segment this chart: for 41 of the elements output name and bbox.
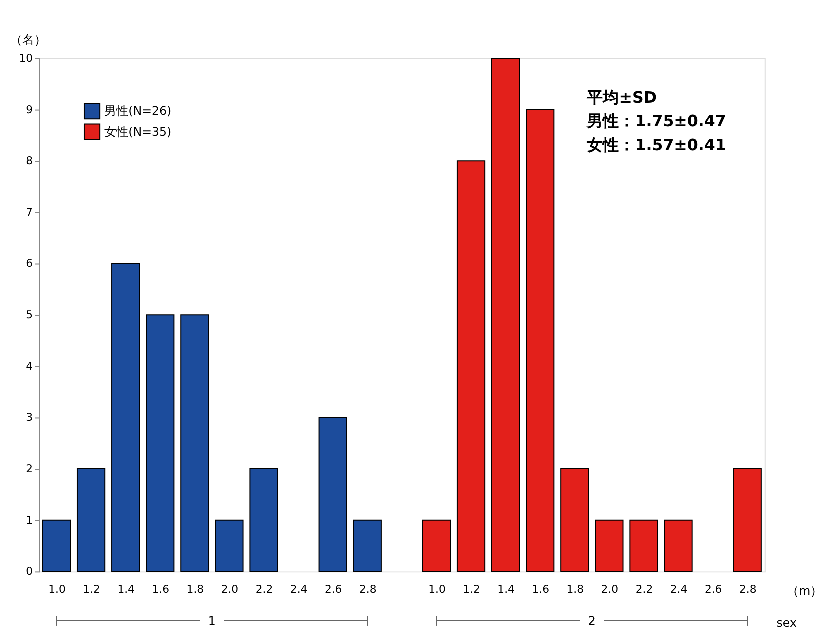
x-tick-label: 1.8	[566, 582, 584, 596]
x-tick-label: 2.8	[739, 582, 757, 596]
y-tick-label: 0	[26, 565, 34, 578]
y-tick-label: 1	[26, 514, 34, 527]
x-tick-label: 1.2	[83, 582, 100, 596]
x-tick-label: 2.4	[290, 582, 308, 596]
x-tick-label: 1.4	[498, 582, 516, 596]
legend-label: 男性(N=26)	[104, 104, 172, 118]
y-tick-label: 10	[19, 52, 34, 65]
x-tick-label: 2.0	[221, 582, 239, 596]
x-tick-label: 1.6	[532, 582, 550, 596]
x-tick-label: 2.6	[704, 582, 722, 596]
x-axis-title: （m）	[787, 584, 823, 598]
y-tick-label: 7	[26, 206, 34, 219]
annotation: 男性：1.75±0.47	[586, 112, 726, 131]
x-tick-label: 2.4	[670, 582, 688, 596]
x-tick-label: 2.6	[324, 582, 342, 596]
y-tick-label: 2	[26, 462, 34, 476]
text: 1	[208, 614, 216, 628]
text: sex	[776, 616, 797, 630]
x-tick-label: 2.8	[360, 582, 377, 596]
y-tick-label: 5	[26, 308, 34, 322]
x-tick-label: 1.6	[152, 582, 170, 596]
y-tick-label: 4	[26, 360, 34, 373]
legend-label: 女性(N=35)	[104, 124, 172, 139]
x-tick-label: 1.0	[428, 582, 446, 596]
annotation: 女性：1.57±0.41	[586, 135, 726, 154]
text: 2	[588, 614, 596, 628]
x-tick-label: 1.8	[186, 582, 204, 596]
x-tick-label: 1.4	[118, 582, 136, 596]
annotation: 平均±SD	[586, 88, 657, 107]
x-tick-label: 2.2	[256, 582, 274, 596]
y-tick-label: 6	[26, 257, 34, 270]
x-tick-label: 2.0	[601, 582, 619, 596]
x-tick-label: 1.0	[48, 582, 66, 596]
y-tick-label: 9	[26, 103, 34, 116]
y-axis-title: （名）	[10, 33, 46, 48]
x-tick-label: 2.2	[636, 582, 654, 596]
y-tick-label: 3	[26, 411, 34, 424]
x-tick-label: 1.2	[463, 582, 480, 596]
y-tick-label: 8	[26, 154, 34, 168]
